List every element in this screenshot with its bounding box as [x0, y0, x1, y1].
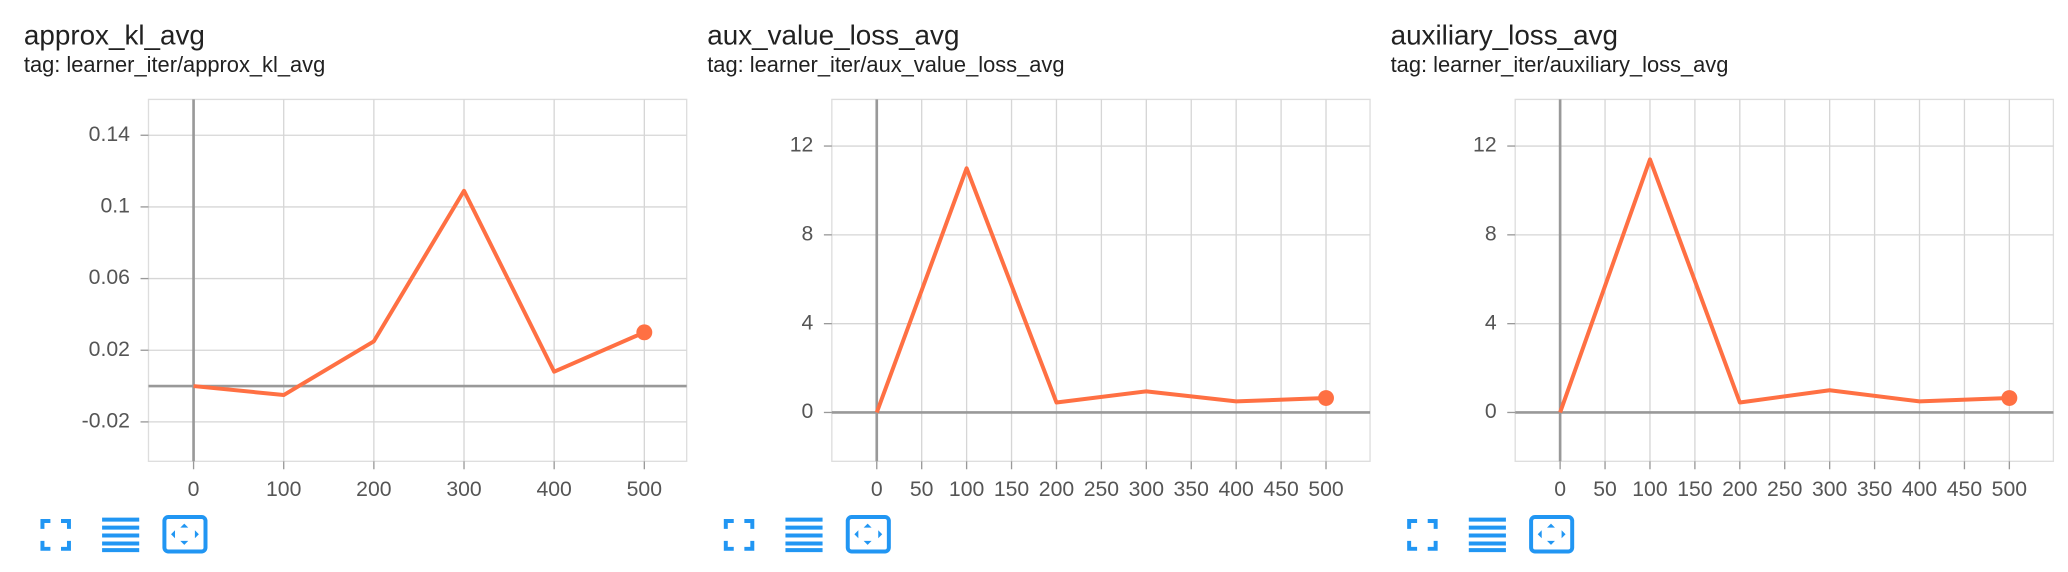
x-tick-label: 250 [1767, 478, 1802, 501]
data-line [193, 188, 646, 398]
toggle-log-button[interactable] [102, 517, 140, 553]
x-tick-label: 100 [266, 478, 301, 501]
chart-tag: tag: learner_iter/approx_kl_avg [24, 52, 325, 77]
fullscreen-button[interactable] [723, 518, 755, 551]
y-tick-label: 0.02 [89, 338, 130, 361]
x-tick-label: 0 [871, 478, 883, 501]
x-tick-label: 0 [188, 478, 200, 501]
last-point [2001, 390, 2018, 406]
x-tick-label: 450 [1263, 478, 1298, 501]
x-tick-label: 300 [446, 478, 481, 501]
y-tick-label: 4 [801, 311, 813, 334]
x-tick-label: 300 [1129, 478, 1164, 501]
icon-frame [1529, 514, 1575, 554]
data-line [874, 166, 1327, 414]
x-tick-label: 200 [1722, 478, 1757, 501]
icon-arrows [854, 523, 883, 545]
x-tick-label: 200 [1039, 478, 1074, 501]
x-tick-label: 350 [1174, 478, 1209, 501]
fullscreen-button[interactable] [1407, 518, 1438, 551]
icon-arrows [171, 523, 199, 545]
x-tick-label: 350 [1857, 478, 1892, 501]
y-tick-label: 0.1 [100, 195, 129, 218]
x-tick-label: 50 [910, 478, 934, 501]
fullscreen-button[interactable] [40, 518, 71, 551]
icon-frame [845, 514, 891, 554]
chart-title: approx_kl_avg [24, 19, 205, 50]
icon-arrows [1537, 523, 1566, 545]
x-tick-label: 450 [1947, 478, 1982, 501]
icon-frame [162, 514, 208, 554]
x-tick-label: 500 [1308, 478, 1343, 501]
chart-tag: tag: learner_iter/aux_value_loss_avg [707, 52, 1064, 77]
x-tick-label: 300 [1812, 478, 1847, 501]
y-tick-label: 8 [801, 222, 813, 245]
toggle-log-button[interactable] [1468, 517, 1506, 553]
y-tick-label: -0.02 [82, 409, 130, 432]
toggle-log-button[interactable] [785, 517, 823, 553]
x-tick-label: 200 [356, 478, 391, 501]
y-tick-label: 0 [801, 400, 813, 423]
x-tick-label: 400 [1902, 478, 1937, 501]
last-point [1318, 390, 1334, 406]
x-tick-label: 500 [1992, 478, 2027, 501]
x-tick-label: 100 [1632, 478, 1667, 501]
plot-frame [147, 98, 688, 462]
fit-domain-button[interactable] [845, 514, 891, 554]
fit-domain-button[interactable] [1529, 514, 1575, 554]
y-tick-label: 0.06 [89, 266, 130, 289]
fit-domain-button[interactable] [162, 514, 208, 554]
y-tick-label: 0 [1485, 400, 1497, 423]
x-tick-label: 150 [1677, 478, 1712, 501]
x-tick-label: 100 [949, 478, 984, 501]
y-tick-label: 12 [790, 134, 814, 157]
x-tick-label: 500 [627, 478, 662, 501]
x-tick-label: 250 [1084, 478, 1119, 501]
y-tick-label: 8 [1485, 222, 1497, 245]
x-tick-label: 0 [1554, 478, 1566, 501]
y-tick-label: 0.14 [89, 123, 130, 146]
x-tick-label: 150 [994, 478, 1029, 501]
chart-title: auxiliary_loss_avg [1391, 19, 1618, 50]
x-tick-label: 400 [1218, 478, 1253, 501]
last-point [636, 324, 653, 341]
y-tick-label: 4 [1485, 311, 1497, 334]
data-line [1558, 157, 2010, 414]
chart-tag: tag: learner_iter/auxiliary_loss_avg [1391, 52, 1729, 77]
x-tick-label: 50 [1593, 478, 1617, 501]
x-tick-label: 400 [536, 478, 571, 501]
chart-title: aux_value_loss_avg [707, 19, 959, 50]
y-tick-label: 12 [1473, 134, 1497, 157]
